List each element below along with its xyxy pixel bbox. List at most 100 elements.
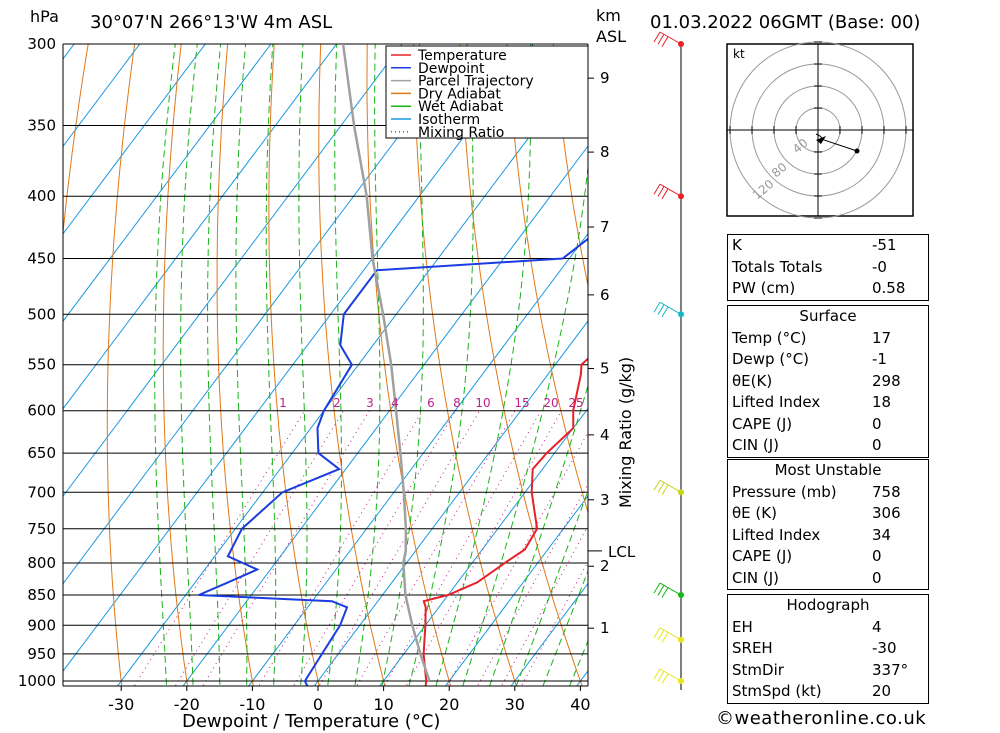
dry-adiabat-line bbox=[966, 26, 1000, 707]
mixing-ratio-label: 1 bbox=[279, 396, 287, 410]
datetime-label: 01.03.2022 06GMT (Base: 00) bbox=[650, 12, 920, 33]
hodograph-title: Hodograph bbox=[786, 596, 870, 614]
wind-barb-500 bbox=[653, 301, 684, 318]
chart-grid bbox=[0, 26, 1000, 707]
mixing-ratio-label: 4 bbox=[391, 396, 399, 410]
wind-barb-feather bbox=[661, 188, 669, 200]
wind-barb-feather bbox=[657, 304, 665, 315]
dry-adiabat-line bbox=[216, 44, 254, 686]
hodograph-stat-row: SREH -30 bbox=[728, 638, 928, 660]
isotherm-line bbox=[313, 320, 588, 686]
mixing-ratio-label: 2 bbox=[333, 396, 341, 410]
mixing-ratio-line bbox=[292, 410, 456, 686]
pressure-tick-label: 300 bbox=[27, 35, 56, 53]
pressure-unit-label: hPa bbox=[30, 7, 59, 26]
surface-row: Dewp (°C) -1 bbox=[728, 349, 928, 371]
pressure-tick-label: 800 bbox=[27, 554, 56, 572]
x-tick-label: 10 bbox=[373, 695, 393, 714]
chart-axes: 3003504004505005506006507007508008509009… bbox=[18, 35, 636, 714]
surface-label: Lifted Index bbox=[732, 393, 821, 411]
wind-barb-850 bbox=[653, 582, 684, 599]
isotherm-line bbox=[63, 44, 206, 235]
hodograph-stat-label: SREH bbox=[732, 639, 773, 657]
wind-barb-staff bbox=[659, 582, 682, 596]
mixing-ratio-label: 10 bbox=[475, 396, 490, 410]
wind-barb-1000 bbox=[653, 668, 684, 684]
footer-credit: ©weatheronline.co.uk bbox=[716, 708, 927, 729]
isotherm-line bbox=[248, 232, 588, 686]
hodograph-unit-label: kt bbox=[733, 47, 745, 61]
most-unstable-value: 306 bbox=[872, 504, 901, 522]
wet-adiabat-line bbox=[515, 489, 588, 686]
pressure-tick-label: 1000 bbox=[18, 672, 56, 690]
wet-adiabat-line bbox=[154, 44, 176, 686]
wind-barb-feather bbox=[657, 585, 665, 596]
wet-adiabat-line bbox=[327, 44, 342, 686]
precipitable-water-label: PW (cm) bbox=[732, 279, 796, 297]
most-unstable-label: Pressure (mb) bbox=[732, 482, 837, 501]
most-unstable-row: Lifted Index 34 bbox=[728, 525, 928, 547]
chart-series bbox=[198, 44, 588, 686]
k-index-label: K bbox=[732, 236, 742, 254]
mixing-ratio-label: 15 bbox=[514, 396, 529, 410]
height-km-label: 5 bbox=[600, 360, 610, 378]
indices-table: K -51 Totals Totals -0 PW (cm) 0.58 bbox=[727, 234, 929, 301]
wind-barb-staff bbox=[659, 479, 682, 493]
surface-row: CAPE (J) 0 bbox=[728, 414, 928, 436]
most-unstable-row: Pressure (mb) 758 bbox=[728, 482, 928, 504]
mixing-ratio-axis-title: Mixing Ratio (g/kg) bbox=[616, 357, 635, 508]
most-unstable-row: CIN (J) 0 bbox=[728, 568, 928, 590]
pressure-tick-label: 650 bbox=[27, 444, 56, 462]
hodograph-end-dot bbox=[854, 148, 860, 154]
k-index-value: -51 bbox=[872, 236, 897, 254]
wind-barb-feather bbox=[661, 484, 669, 496]
wind-barb-feather bbox=[661, 306, 669, 318]
legend-item-label: Isotherm bbox=[418, 112, 480, 128]
hodograph-stat-value: 20 bbox=[872, 682, 892, 700]
mixing-ratio-line bbox=[258, 410, 424, 686]
dry-adiabat-line bbox=[366, 44, 452, 686]
wet-adiabat-line bbox=[489, 383, 588, 686]
wind-barb-staff bbox=[659, 31, 682, 45]
most-unstable-label: CAPE (J) bbox=[732, 547, 793, 565]
dry-adiabat-line bbox=[552, 44, 588, 289]
precipitable-water-row: PW (cm) 0.58 bbox=[728, 278, 928, 300]
wet-adiabat-line bbox=[381, 44, 424, 686]
most-unstable-value: 0 bbox=[872, 568, 882, 587]
mixing-ratio-line bbox=[355, 410, 516, 686]
wind-barb-staff bbox=[659, 627, 682, 641]
surface-row: Lifted Index 18 bbox=[728, 392, 928, 414]
wet-adiabat-line bbox=[180, 44, 198, 686]
pressure-tick-label: 450 bbox=[27, 250, 56, 268]
wind-barb-feather bbox=[657, 482, 665, 493]
hodograph-stat-value: -30 bbox=[872, 639, 897, 657]
most-unstable-value: 34 bbox=[872, 525, 892, 544]
most-unstable-table: Most Unstable Pressure (mb) 758 θE (K) 306 L… bbox=[727, 459, 929, 590]
isotherm-line bbox=[0, 26, 22, 707]
dry-adiabat-line bbox=[413, 44, 517, 686]
most-unstable-row: θE (K) 306 bbox=[728, 503, 928, 525]
x-tick-label: -30 bbox=[108, 695, 134, 714]
dry-adiabat-line bbox=[268, 44, 320, 686]
hodograph-stat-value: 4 bbox=[872, 617, 882, 636]
k-index-row: K -51 bbox=[728, 235, 928, 257]
dry-adiabat-line bbox=[920, 26, 1000, 707]
most-unstable-label: θE (K) bbox=[732, 504, 777, 522]
surface-value: 18 bbox=[872, 393, 892, 411]
wet-adiabat-line bbox=[298, 44, 308, 686]
wind-barb-feather bbox=[657, 629, 665, 641]
isotherm-line bbox=[63, 44, 338, 410]
surface-row: CIN (J) 0 bbox=[728, 435, 928, 457]
mixing-ratio-line bbox=[405, 410, 562, 686]
x-tick-label: -20 bbox=[174, 695, 200, 714]
wind-barb-feather bbox=[653, 668, 661, 680]
totals-totals-value: -0 bbox=[872, 257, 887, 276]
wind-barb-300 bbox=[653, 31, 684, 47]
wind-profile bbox=[653, 31, 684, 690]
wind-barb-400 bbox=[653, 183, 684, 200]
wind-barb-700 bbox=[653, 479, 684, 496]
isotherm-line bbox=[116, 57, 588, 686]
precipitable-water-value: 0.58 bbox=[872, 279, 906, 297]
